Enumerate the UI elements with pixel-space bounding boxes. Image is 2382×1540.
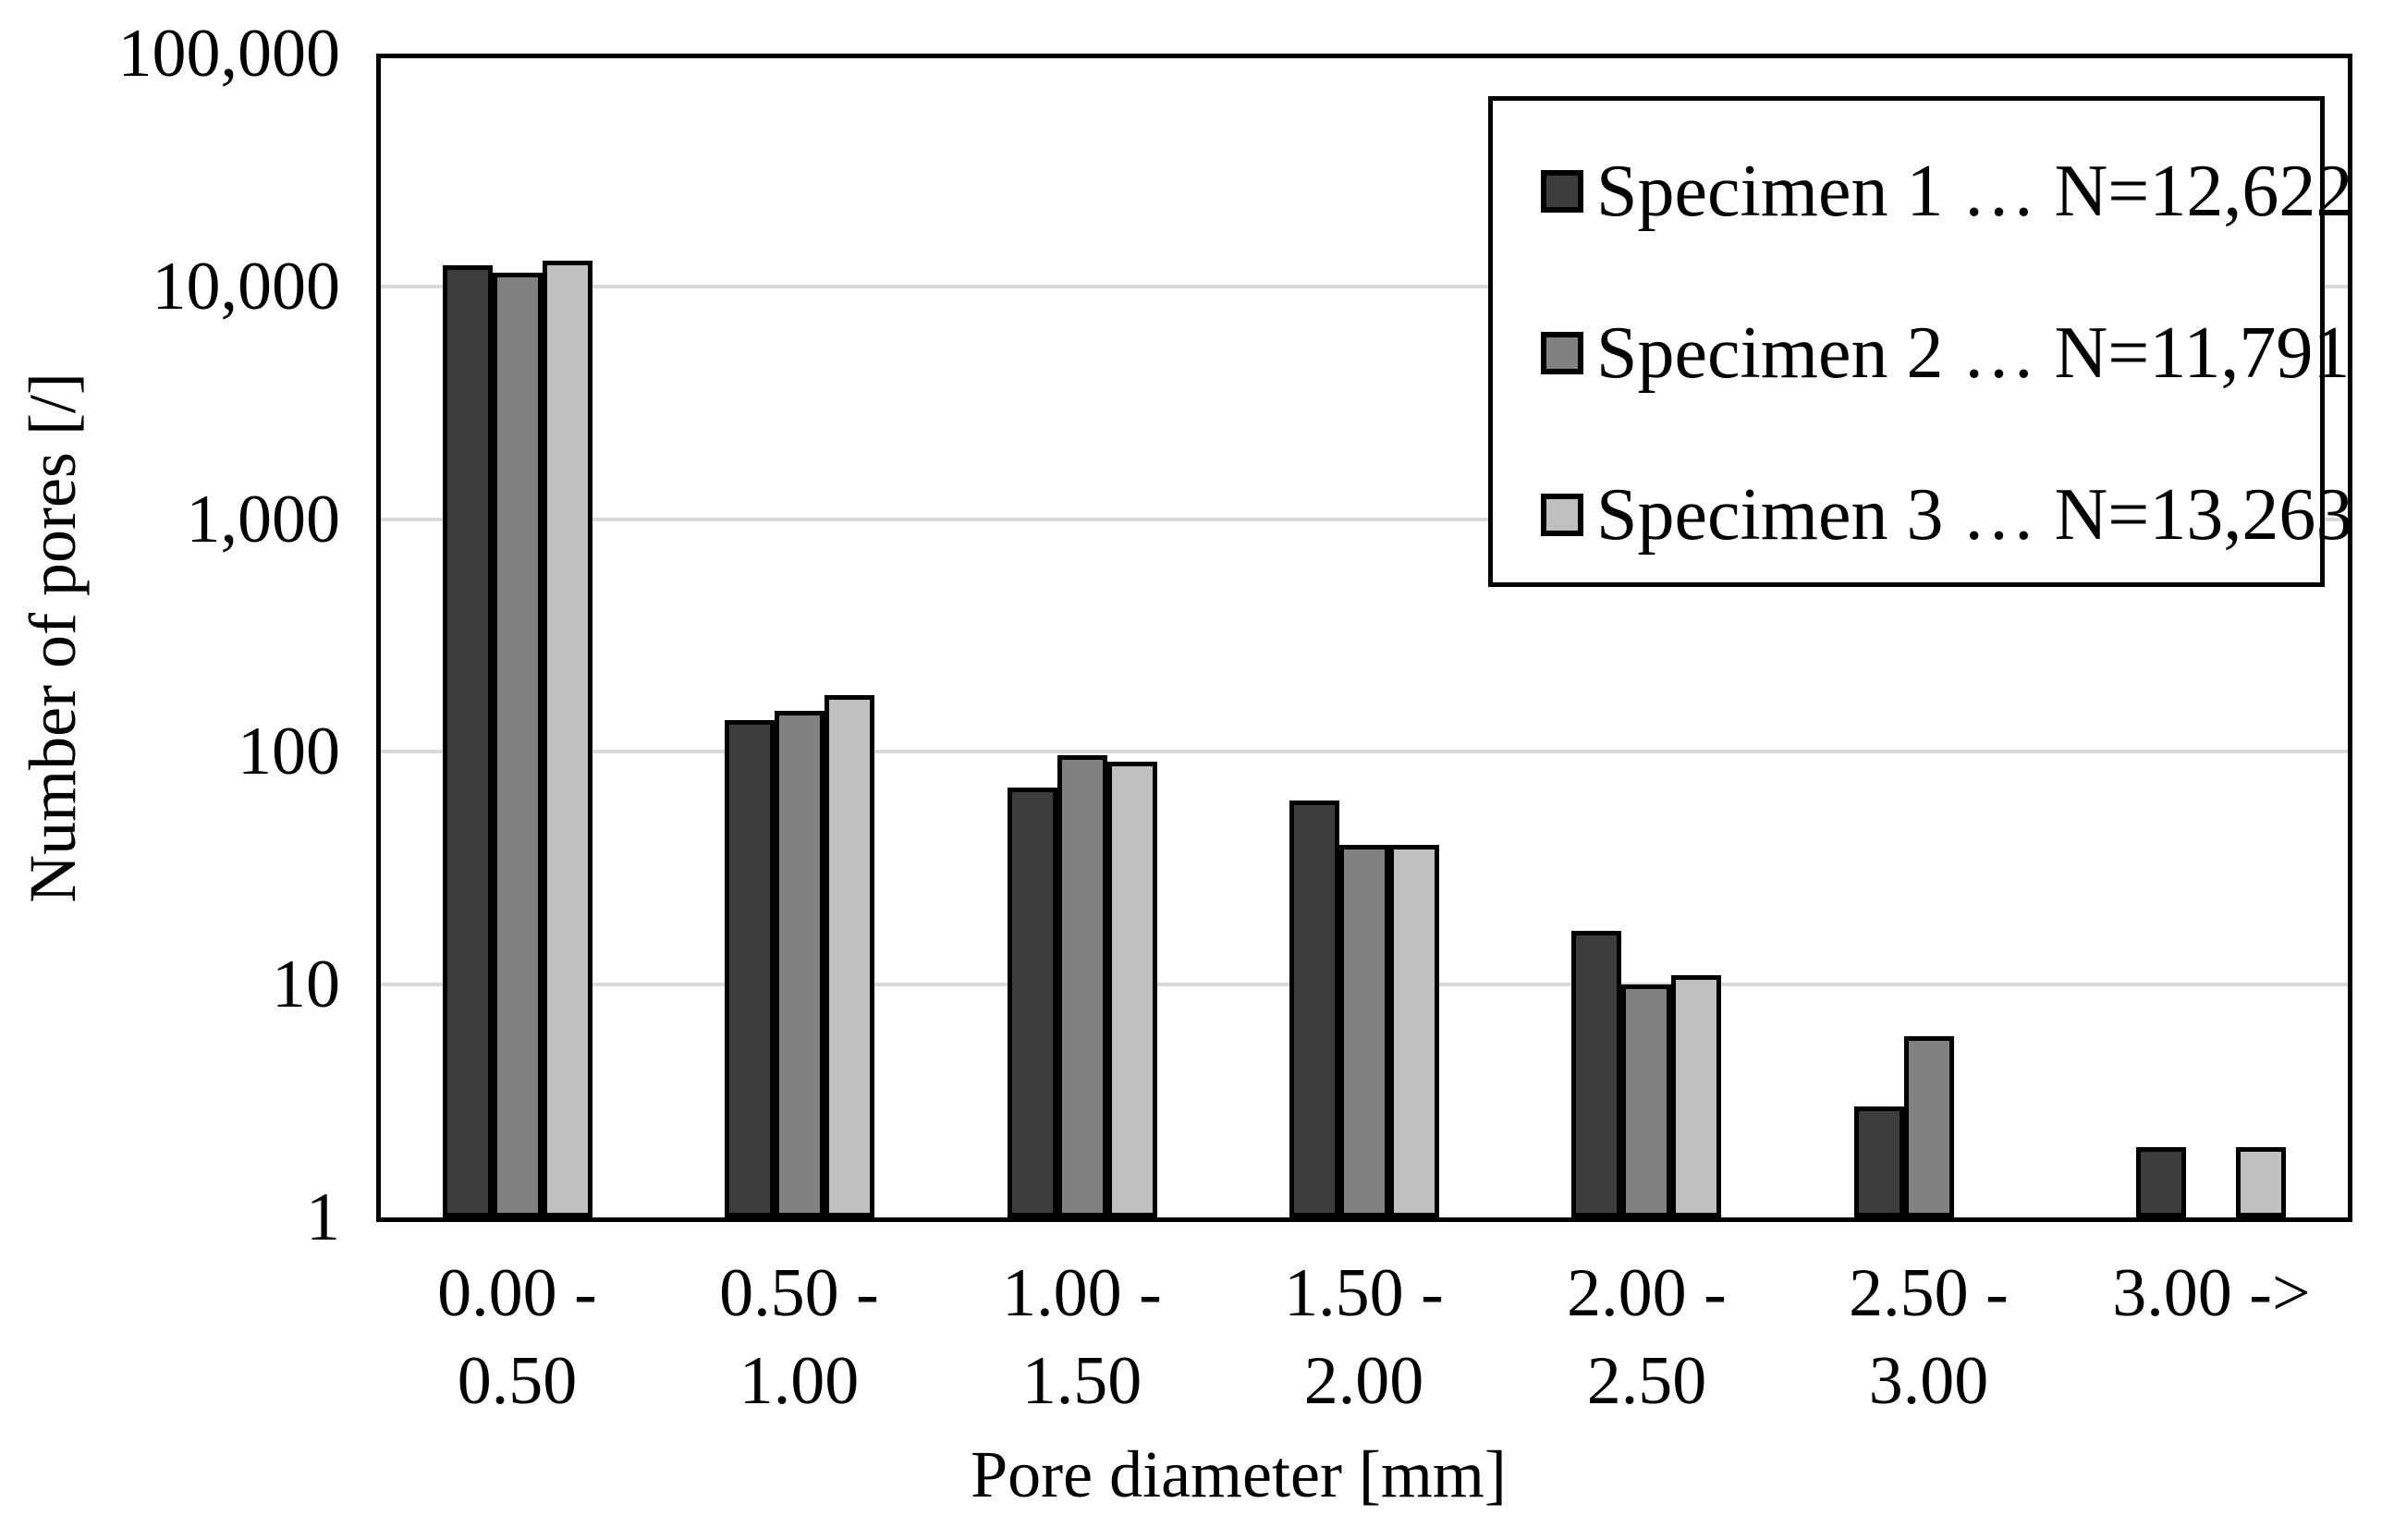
bar-specimen3-bin7	[2236, 1147, 2286, 1217]
legend-label-specimen3: Specimen 3 … N=13,263	[1596, 473, 2353, 556]
y-tick-label-100: 100	[238, 714, 340, 790]
legend-swatch-specimen2	[1541, 332, 1583, 374]
legend-item-specimen2: Specimen 2 … N=11,791	[1541, 307, 2350, 399]
bar-specimen2-bin4	[1339, 845, 1389, 1217]
legend-label-specimen2: Specimen 2 … N=11,791	[1596, 312, 2351, 394]
legend-item-specimen1: Specimen 1 … N=12,622	[1541, 145, 2352, 238]
x-axis-title: Pore diameter [mm]	[971, 1437, 1507, 1511]
bar-specimen1-bin6	[1854, 1106, 1904, 1217]
x-category-label-6: 2.50 - 3.00	[1849, 1255, 2009, 1419]
gridline-100	[376, 750, 2352, 754]
bar-specimen3-bin2	[825, 695, 874, 1217]
bar-specimen3-bin4	[1389, 845, 1439, 1217]
x-category-label-7: 3.00 ->	[2112, 1255, 2311, 1331]
bar-specimen2-bin6	[1904, 1036, 1954, 1217]
bar-specimen1-bin3	[1008, 788, 1057, 1217]
x-category-label-1: 0.00 - 0.50	[437, 1255, 597, 1419]
bar-specimen1-bin2	[725, 720, 775, 1217]
gridline-1000	[376, 517, 2352, 521]
bar-specimen3-bin1	[543, 261, 592, 1217]
bar-specimen2-bin1	[493, 273, 543, 1217]
y-tick-label-10: 10	[272, 947, 340, 1023]
bar-specimen1-bin7	[2136, 1147, 2186, 1217]
x-category-label-4: 1.50 - 2.00	[1284, 1255, 1444, 1419]
x-category-label-5: 2.00 - 2.50	[1567, 1255, 1727, 1419]
x-category-label-2: 0.50 - 1.00	[719, 1255, 879, 1419]
legend-swatch-specimen1	[1541, 170, 1583, 213]
legend-box: Specimen 1 … N=12,622 Specimen 2 … N=11,7…	[1488, 96, 2352, 587]
bar-specimen1-bin4	[1289, 801, 1339, 1217]
bar-specimen1-bin1	[443, 265, 493, 1217]
bar-specimen2-bin3	[1057, 755, 1107, 1217]
gridline-10000	[376, 284, 2352, 288]
legend-item-specimen3: Specimen 3 … N=13,263	[1541, 469, 2352, 561]
legend-swatch-specimen3	[1541, 494, 1583, 536]
y-tick-label-1000: 1,000	[186, 481, 341, 557]
bar-specimen2-bin2	[775, 711, 825, 1217]
bar-specimen3-bin5	[1671, 975, 1721, 1217]
bar-specimen1-bin5	[1571, 931, 1621, 1217]
y-tick-label-100000: 100,000	[117, 16, 341, 92]
y-tick-label-1: 1	[306, 1179, 340, 1255]
y-tick-label-10000: 10,000	[152, 248, 341, 324]
bar-specimen3-bin3	[1107, 762, 1157, 1217]
x-category-label-3: 1.00 - 1.50	[1002, 1255, 1162, 1419]
y-axis-title: Number of pores [/]	[16, 373, 90, 903]
bar-specimen2-bin5	[1621, 984, 1671, 1217]
legend-label-specimen1: Specimen 1 … N=12,622	[1596, 150, 2353, 232]
